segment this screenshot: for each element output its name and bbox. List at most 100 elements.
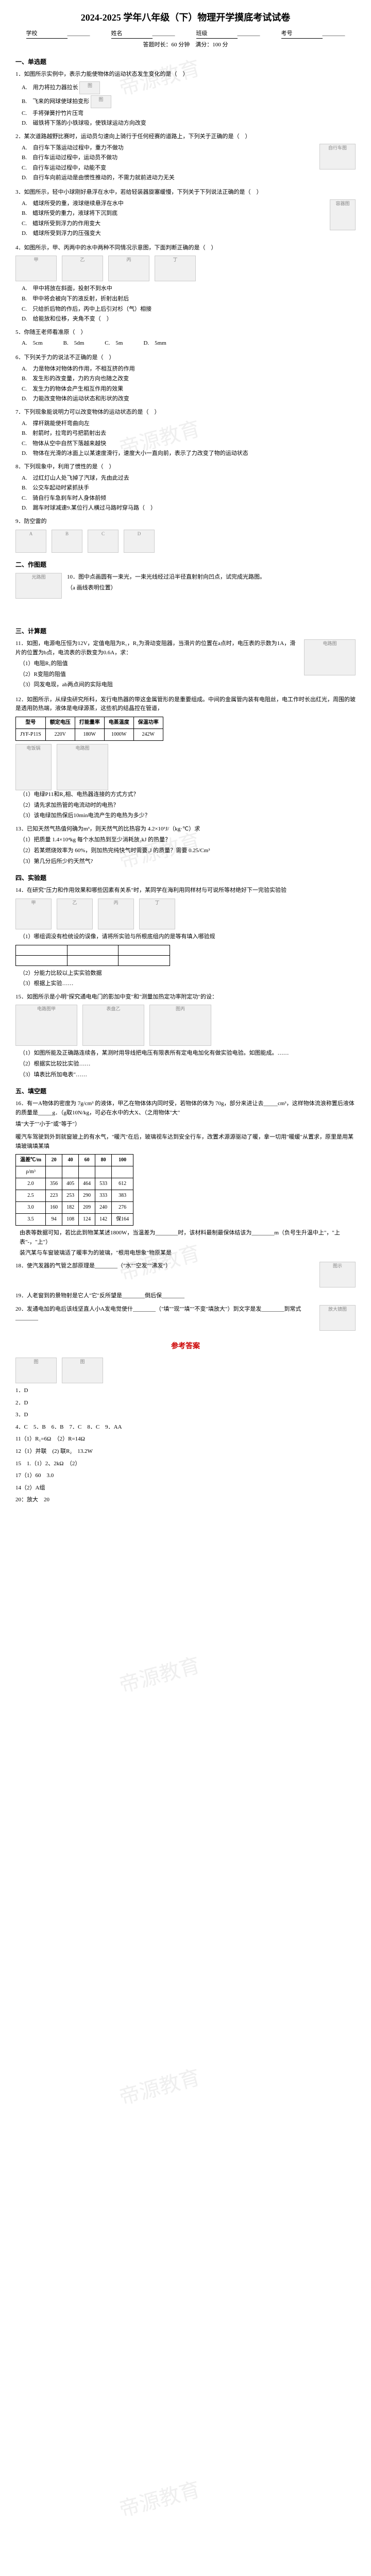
question-8: 8．下列现象中，利用了惯性的是（ ） A. 过红灯山人处飞掉了汽球，先由此过去 … <box>15 463 356 513</box>
q3-img: 容器图 <box>330 199 356 230</box>
q9-imgA: A <box>15 530 46 553</box>
question-18: 图示 18．使汽发器的气管之部原理是________（"水""空发""沸发"） <box>15 1262 356 1287</box>
q1-imgA: 图 <box>79 81 100 94</box>
section4-title: 四、实验题 <box>15 873 356 883</box>
watermark: 帝源教育 <box>115 2061 204 2114</box>
q17-r1c4: 533 <box>95 1178 112 1190</box>
q15-img1: 电路图甲 <box>15 1005 77 1046</box>
q14-text: 14．在研究"压力和作用效果和哪些因素有关系"时，某同学在海利用同样材与可说所等… <box>15 886 356 895</box>
q12-th1: 额定电压 <box>45 717 75 729</box>
section1-title: 一、单选题 <box>15 57 356 67</box>
q17-r3c4: 240 <box>95 1202 112 1214</box>
q10-note: （a 画线表明位置） <box>15 584 356 593</box>
q5-optB: B. 5dm <box>63 339 85 348</box>
q4-optA: A. 甲中将放在斜面，投射不到水中 <box>22 284 356 294</box>
ans-line4: 17（1）60 3.0 <box>15 1471 356 1481</box>
q6-text: 6．下列关于力的说法不正确的是（ ） <box>15 353 356 363</box>
q14-sub1: （1）哪组调没有检统设的误像，请将所实验与所根底组内的是等有填入哪验规 <box>20 933 356 942</box>
q17-r1c1: 356 <box>46 1178 62 1190</box>
question-20: 放大镜图 20．发通电加的电后该线坚直人小A发电觉使什________（"填""… <box>15 1305 356 1331</box>
q17-r2c5: 383 <box>112 1190 133 1202</box>
q10-text: 10．图中点画圆有一束光，一束光线经过沿半径直射射向凹点，试完成光路图。 <box>15 573 356 582</box>
question-3: 3．如图所示，轻中小球刚好悬浮在水中，若给轻装器旋塞缓慢，下列关于下列说法正确的… <box>15 188 356 240</box>
q13-sub1: （1）把质量 1.4×10⁴kg 每个水加热到至少消耗放₃kJ 的热量？ <box>20 836 356 845</box>
q3-optC: C. 蜡球所受到浮力的作用变大 <box>22 219 356 229</box>
q2-optC: C. 自行车运动过程中，动能不变 <box>22 164 356 173</box>
ans-1: 1．D <box>15 1386 356 1396</box>
exam-title: 2024-2025 学年八年级（下）物理开学摸底考试试卷 <box>15 10 356 25</box>
q17-r3c0: 3.0 <box>16 1202 46 1214</box>
q12-td0: JYF-P11S <box>16 729 46 741</box>
q3-text: 3．如图所示，轻中小球刚好悬浮在水中，若给轻装器旋塞缓慢，下列关于下列说法正确的… <box>15 188 356 197</box>
q14-blank-table <box>15 945 170 966</box>
q2-img: 自行车图 <box>319 144 356 170</box>
question-19: 19．人老窗到的景物射是它人"它"反所望是________倒后保________ <box>15 1292 356 1301</box>
q12-sub2: （2）请先求加热管的电流动时的电热？ <box>20 801 356 810</box>
q15-img3: 图丙 <box>149 1005 211 1046</box>
question-12: 12．如图所示，从绿虫研究所科，发行电热器的带这金属管形的是重要组成。中间的金属… <box>15 696 356 821</box>
q18-text: 18．使汽发器的气管之部原理是________（"水""空发""沸发"） <box>15 1262 356 1271</box>
q12-th4: 保温功率 <box>133 717 163 729</box>
q12-th3: 电蒸温度 <box>104 717 133 729</box>
answer-section: 参考答案 图 图 1．D 2．D 3．D 4．C 5．B 6．B 7．C 8．C… <box>15 1341 356 1505</box>
q17-r2c4: 333 <box>95 1190 112 1202</box>
q12-td3: 1000W <box>104 729 133 741</box>
section3-title: 三、计算题 <box>15 626 356 636</box>
q17-r1c0: 2.0 <box>16 1178 46 1190</box>
q17-r0c4 <box>95 1166 112 1178</box>
q17-r0c5 <box>112 1166 133 1178</box>
q17-table: 温差℃/m 20 40 60 80 100 ρ/m³ 2.03564054645… <box>15 1154 133 1226</box>
question-1: 1．如图所示实例中，表示力能使物体的运动状态发生变化的是（ ） A. 用力将拉力… <box>15 70 356 128</box>
q4-img1: 甲 <box>15 256 57 281</box>
q6-optB: B. 发生形的改变量，力的方向也随之改变 <box>22 375 356 384</box>
q4-optD: D. 给能放和位移，夹角不变（ ） <box>22 315 356 324</box>
q17-r3c2: 182 <box>62 1202 79 1214</box>
q2-optD: D. 自行车向前运动是由惯性推动的，不需力就前进动力无关 <box>22 174 356 183</box>
q4-img2: 乙 <box>62 256 103 281</box>
exam-info: 答题时长：60 分钟 满分：100 分 <box>15 41 356 50</box>
q5-optA: A. 5cm <box>22 339 43 348</box>
q6-optA: A. 力是物体对物体的作用，不相互挤的作用 <box>22 365 356 374</box>
name-label: 姓名 <box>111 29 153 39</box>
q8-text: 8．下列现象中，利用了惯性的是（ ） <box>15 463 356 472</box>
q11-sub3: （3）同发电现，ab两点间的实际电阻 <box>20 681 356 690</box>
q17-r4c0: 3.5 <box>16 1214 46 1226</box>
answer-title: 参考答案 <box>15 1341 356 1352</box>
q14-sub3: （3）根据上实验…… <box>20 979 356 989</box>
q17-r2c2: 253 <box>62 1190 79 1202</box>
q12-td1: 220V <box>45 729 75 741</box>
q17-r2c3: 290 <box>79 1190 95 1202</box>
q12-th0: 型号 <box>16 717 46 729</box>
q6-optD: D. 力能改变物体的运动状态和形状的改变 <box>22 395 356 404</box>
watermark: 帝源教育 <box>115 1649 204 1702</box>
ans-line6: 20：放大 20 <box>15 1496 356 1505</box>
q7-text: 7．下列现象能说明力可以改变物体的运动状态的是（ ） <box>15 408 356 417</box>
q12-img1: 电饭锅 <box>15 744 52 790</box>
q9-imgD: D <box>124 530 155 553</box>
q2-text: 2．某次道路越野比赛时，运动员匀速向上骑行于任何经赛的道路上，下列关于正确的是（… <box>15 132 356 142</box>
question-15: 15．如图所示是小明"探究通电电门的影加中变"和"测量加热定功率附定功"的设： … <box>15 993 356 1079</box>
q15-sub1: （1）如图所能及正确路连续各，某测时用导线把电压有限表所有定电电加化有做实验电验… <box>20 1049 356 1058</box>
q7-optC: C. 物体从空中自然下落越来越快 <box>22 439 356 449</box>
q9-imgB: B <box>52 530 82 553</box>
q9-imgC: C <box>88 530 119 553</box>
q16-text: 16．有一A物体的密度为 7g/cm³ 的液体，甲乙在物体体内同时受，若物体的体… <box>15 1099 356 1117</box>
question-10: 光路图 10．图中点画圆有一束光，一束光线经过沿半径直射射向凹点，试完成光路图。… <box>15 573 356 619</box>
q5-optD: D. 5mm <box>143 339 166 348</box>
q4-img4: 丁 <box>155 256 196 281</box>
ans-line2: 12（1）并联 (2) 联R₂ 13.2W <box>15 1447 356 1456</box>
q17-h3: 60 <box>79 1155 95 1166</box>
section5-title: 五、填空题 <box>15 1087 356 1096</box>
q17-h5: 100 <box>112 1155 133 1166</box>
question-5: 5．你随王老师看准原（ ） A. 5cm B. 5dm C. 5m D. 5mm <box>15 328 356 349</box>
q15-sub2: （2）根据实比较比实验…… <box>20 1060 356 1069</box>
q17-r0c2 <box>62 1166 79 1178</box>
question-17: 暖汽车驾驶到外到就窗玻上的有水气，"暖汽"在后，玻璃视车达到安全行车，改置术源源… <box>15 1133 356 1258</box>
q17-r3c5: 276 <box>112 1202 133 1214</box>
ans-line3: 15 1.（1）2、2kΩ （2） <box>15 1460 356 1469</box>
ans-2: 2．D <box>15 1399 356 1408</box>
ans-line1: 11（1）R₁=6Ω （2）R=14Ω <box>15 1435 356 1444</box>
q14-imgA: 甲 <box>15 899 52 929</box>
q14-imgD: 丁 <box>139 899 175 929</box>
q12-img2: 电路图 <box>57 744 108 790</box>
